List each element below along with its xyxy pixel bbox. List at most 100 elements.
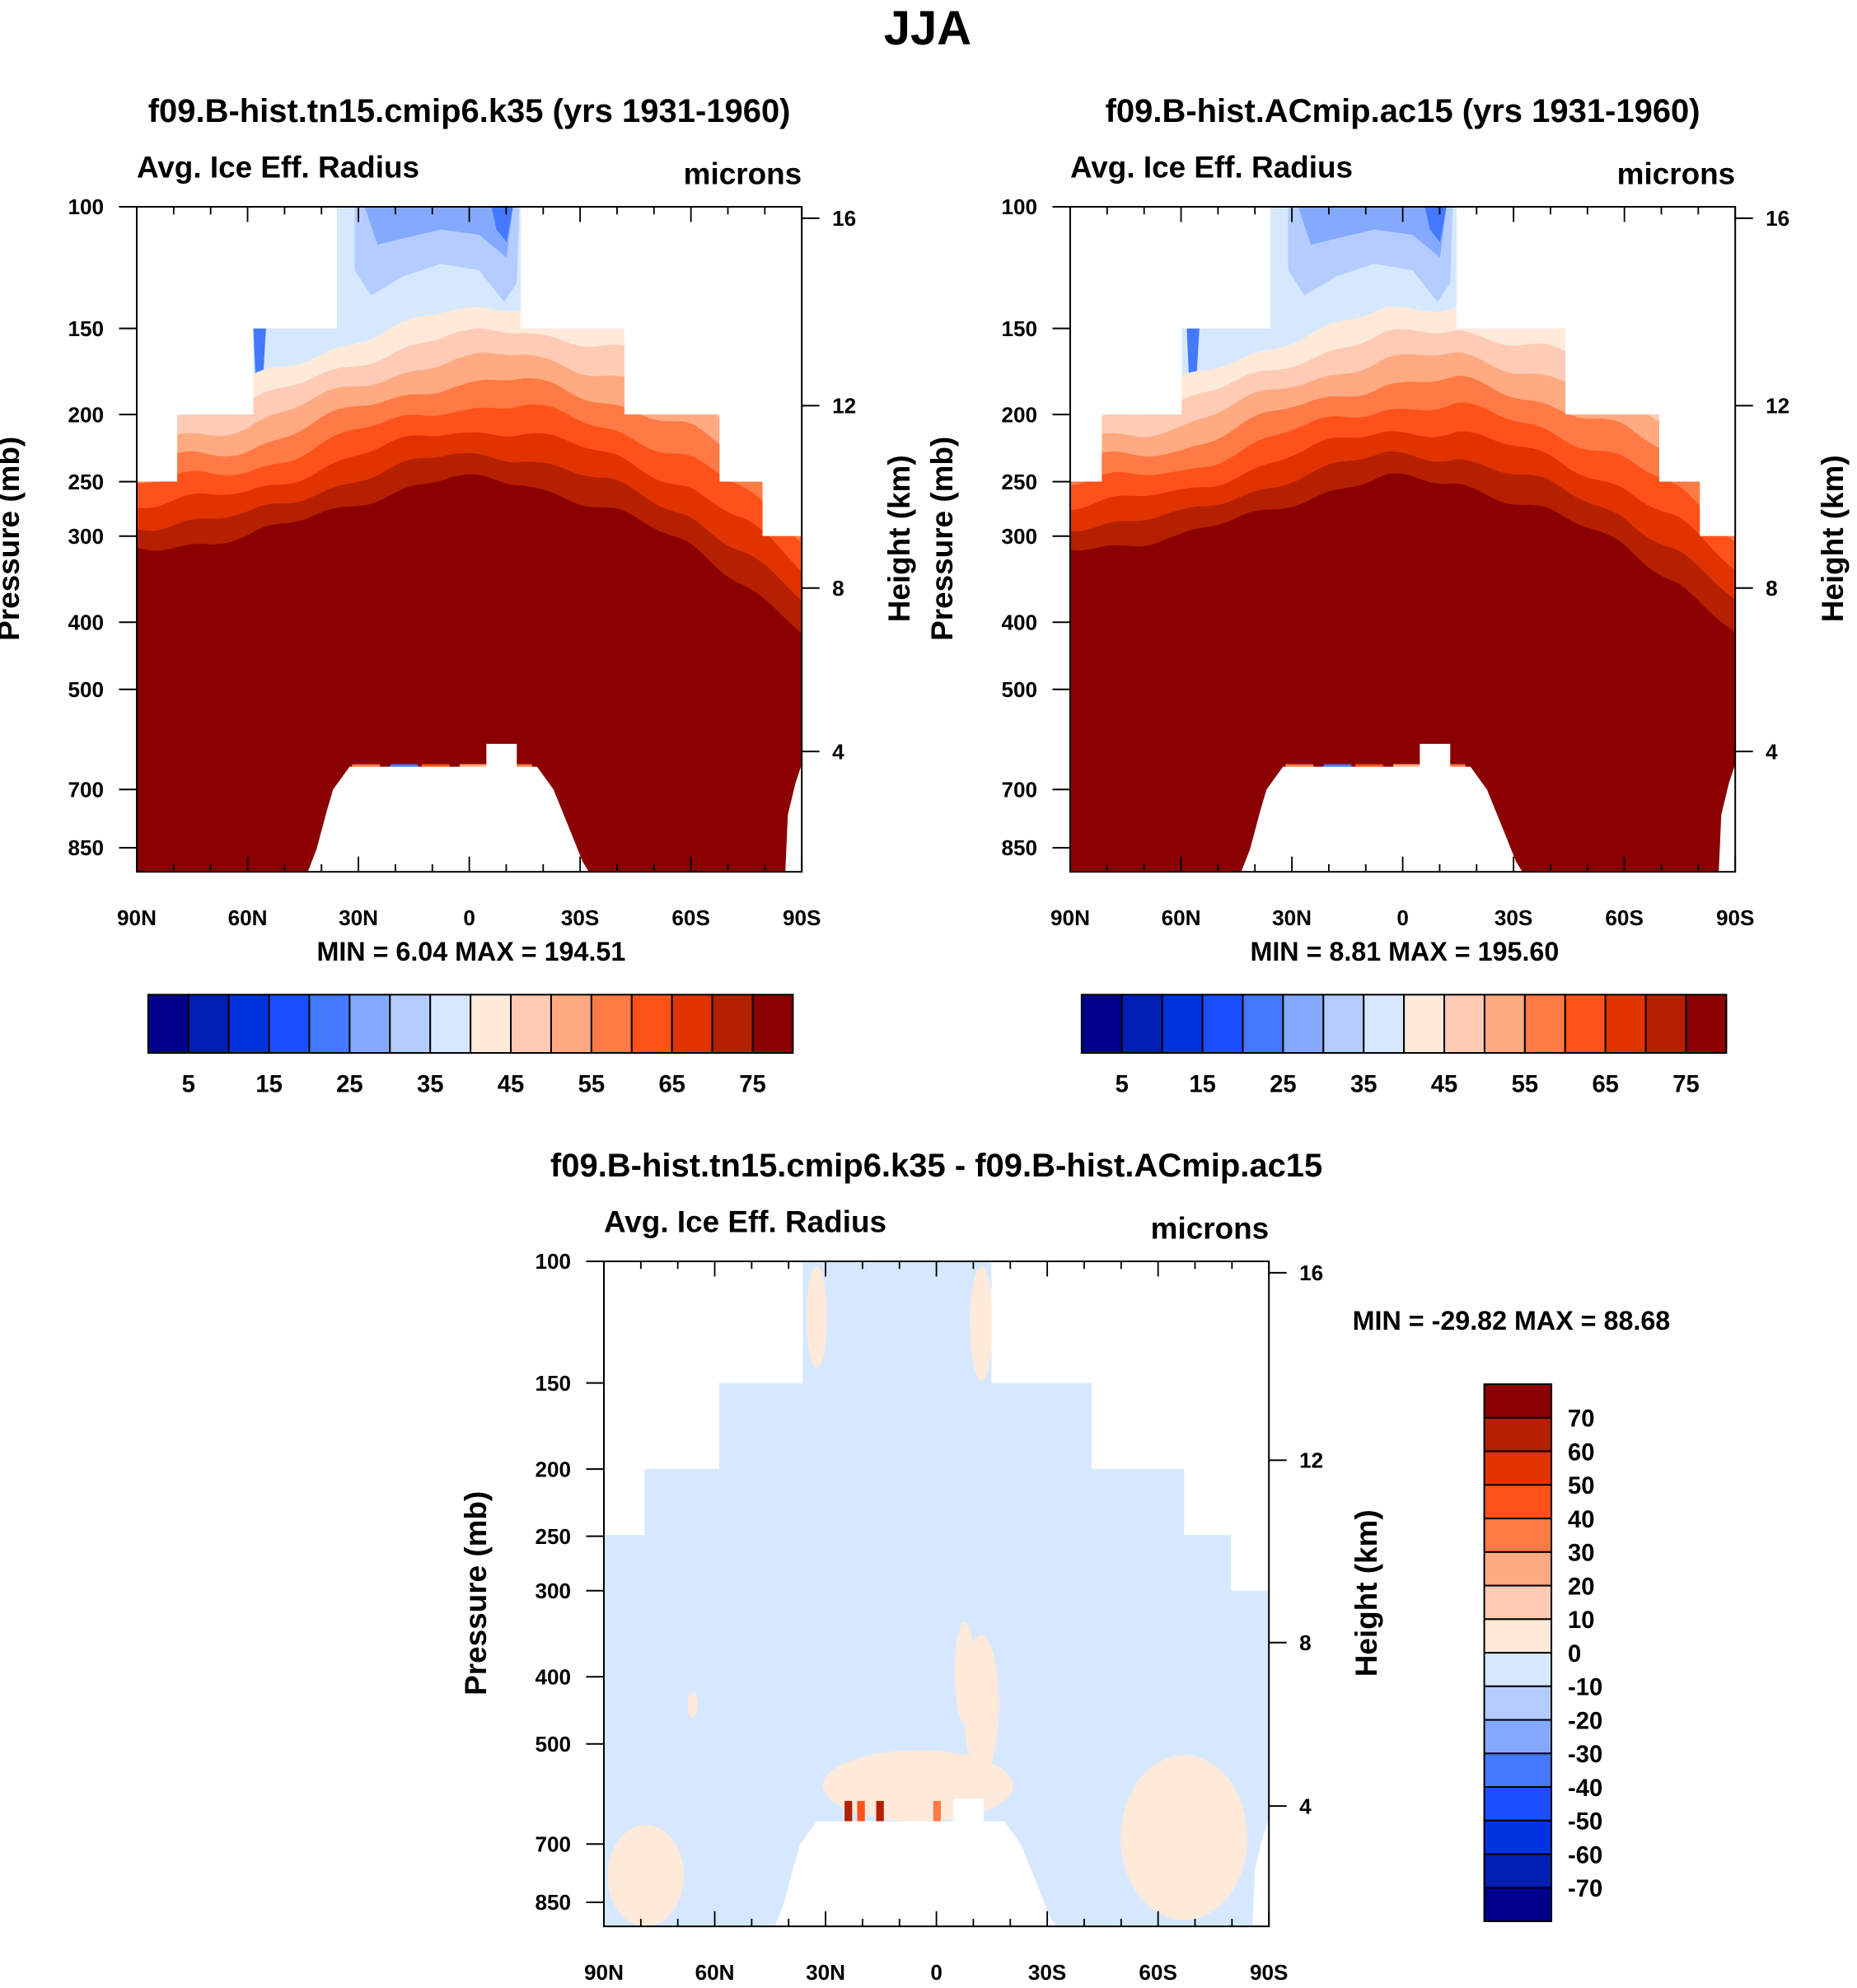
contour-field bbox=[137, 207, 802, 872]
y-tick-label: 250 bbox=[535, 1524, 571, 1549]
colorbar-box bbox=[1483, 1752, 1553, 1789]
contour-band bbox=[1424, 207, 1447, 243]
colorbar-label: -60 bbox=[1568, 1842, 1602, 1869]
colorbar-label: -30 bbox=[1568, 1742, 1602, 1768]
colorbar-label: 35 bbox=[417, 1072, 443, 1098]
units-label: microns bbox=[1617, 157, 1736, 190]
x-tick-label: 30S bbox=[1028, 1960, 1066, 1985]
contour-band bbox=[807, 1266, 827, 1368]
colorbar-box bbox=[711, 994, 754, 1055]
contour-band bbox=[1070, 473, 1736, 872]
y-right-tick-label: 16 bbox=[1766, 206, 1789, 231]
colorbar-label: -50 bbox=[1568, 1809, 1602, 1836]
colorbar-box bbox=[389, 994, 432, 1055]
x-tick-label: 0 bbox=[1396, 905, 1409, 930]
colorbar-label: 50 bbox=[1568, 1473, 1594, 1499]
y-tick-label: 150 bbox=[1001, 316, 1037, 341]
colorbar-box bbox=[187, 994, 230, 1055]
y-right-tick-label: 4 bbox=[832, 739, 844, 764]
colorbar-label: 45 bbox=[498, 1072, 524, 1098]
y-axis-label: Pressure (mb) bbox=[925, 437, 959, 641]
contour-band bbox=[607, 1825, 684, 1927]
y-tick-label: 700 bbox=[1001, 777, 1037, 802]
colorbar-box bbox=[1483, 994, 1526, 1055]
colorbar-box bbox=[1644, 994, 1687, 1055]
x-tick-label: 30N bbox=[339, 905, 378, 930]
colorbar-box bbox=[268, 994, 311, 1055]
y-tick-label: 200 bbox=[1001, 402, 1037, 427]
colorbar-box bbox=[1403, 994, 1446, 1055]
y-axis-label: Pressure (mb) bbox=[0, 437, 26, 641]
contour-band bbox=[876, 1800, 884, 1822]
plot-title: f09.B-hist.ACmip.ac15 (yrs 1931-1960) bbox=[1106, 93, 1700, 129]
colorbar-label: 0 bbox=[1568, 1641, 1581, 1668]
x-tick-label: 60N bbox=[695, 1960, 735, 1985]
colorbar-label: 15 bbox=[255, 1072, 282, 1098]
x-tick-label: 60N bbox=[228, 905, 268, 930]
x-tick-label: 60S bbox=[1605, 905, 1643, 930]
colorbar-box bbox=[1443, 994, 1485, 1055]
y-axis-right-label: Height (km) bbox=[1816, 455, 1850, 622]
colorbar-box bbox=[1363, 994, 1406, 1055]
colorbar-box bbox=[308, 994, 351, 1055]
colorbar-label: 25 bbox=[336, 1072, 363, 1098]
contour-band bbox=[137, 474, 802, 872]
y-right-tick-label: 16 bbox=[1299, 1261, 1323, 1285]
colorbar-box bbox=[751, 994, 794, 1055]
y-tick-label: 850 bbox=[68, 835, 104, 860]
colorbar-box bbox=[1564, 994, 1607, 1055]
x-tick-label: 0 bbox=[463, 905, 475, 930]
y-tick-label: 700 bbox=[68, 777, 104, 802]
y-tick-label: 500 bbox=[68, 677, 104, 702]
y-axis-right-label: Height (km) bbox=[882, 455, 916, 622]
colorbar-box bbox=[1483, 1618, 1553, 1654]
contour-band bbox=[1298, 207, 1447, 258]
plot-title: f09.B-hist.tn15.cmip6.k35 - f09.B-hist.A… bbox=[550, 1148, 1322, 1184]
colorbar-box bbox=[1483, 1652, 1553, 1687]
x-tick-label: 90N bbox=[1050, 905, 1090, 930]
colorbar-box bbox=[1080, 994, 1123, 1055]
colorbar-box bbox=[1483, 1887, 1553, 1923]
x-tick-label: 30N bbox=[806, 1960, 845, 1985]
colorbar-box bbox=[1483, 1786, 1553, 1822]
colorbar-box bbox=[510, 994, 552, 1055]
plot-0: f09.B-hist.tn15.cmip6.k35 (yrs 1931-1960… bbox=[0, 93, 916, 1098]
y-tick-label: 250 bbox=[1001, 470, 1037, 494]
colorbar-box bbox=[1120, 994, 1163, 1055]
x-tick-label: 60S bbox=[671, 905, 709, 930]
min-max-label: MIN = 8.81 MAX = 195.60 bbox=[1250, 937, 1559, 966]
x-tick-label: 90S bbox=[783, 905, 821, 930]
colorbar-label: -10 bbox=[1568, 1675, 1602, 1701]
x-tick-label: 0 bbox=[930, 1960, 943, 1985]
y-tick-label: 200 bbox=[535, 1457, 571, 1481]
colorbar-box bbox=[1483, 1853, 1553, 1889]
colorbar-box bbox=[1483, 1450, 1553, 1486]
colorbar-box bbox=[1483, 1383, 1553, 1419]
colorbar-box bbox=[590, 994, 633, 1055]
contour-band bbox=[687, 1691, 698, 1718]
colorbar-box bbox=[1483, 1518, 1553, 1553]
colorbar-box bbox=[1282, 994, 1325, 1055]
y-tick-label: 300 bbox=[535, 1579, 571, 1603]
plot-2: f09.B-hist.tn15.cmip6.k35 - f09.B-hist.A… bbox=[459, 1148, 1670, 1985]
colorbar-box bbox=[1483, 1719, 1553, 1755]
colorbar-box bbox=[470, 994, 512, 1055]
colorbar-label: 40 bbox=[1568, 1507, 1594, 1533]
y-right-tick-label: 4 bbox=[1299, 1794, 1312, 1818]
colorbar-label: 75 bbox=[1672, 1072, 1699, 1098]
colorbar-box bbox=[1483, 1685, 1553, 1721]
y-tick-label: 500 bbox=[535, 1732, 571, 1756]
colorbar-box bbox=[1242, 994, 1284, 1055]
y-tick-label: 400 bbox=[1001, 610, 1037, 635]
colorbar-box bbox=[1322, 994, 1365, 1055]
y-right-tick-label: 8 bbox=[832, 576, 844, 601]
contour-band bbox=[1120, 1755, 1248, 1920]
y-right-tick-label: 8 bbox=[1299, 1630, 1312, 1655]
colorbar-box bbox=[1483, 1584, 1553, 1621]
contour-band bbox=[933, 1800, 941, 1822]
contour-band bbox=[970, 1266, 994, 1381]
y-tick-label: 400 bbox=[535, 1665, 571, 1690]
y-tick-label: 150 bbox=[535, 1371, 571, 1396]
x-tick-label: 30S bbox=[1494, 905, 1532, 930]
